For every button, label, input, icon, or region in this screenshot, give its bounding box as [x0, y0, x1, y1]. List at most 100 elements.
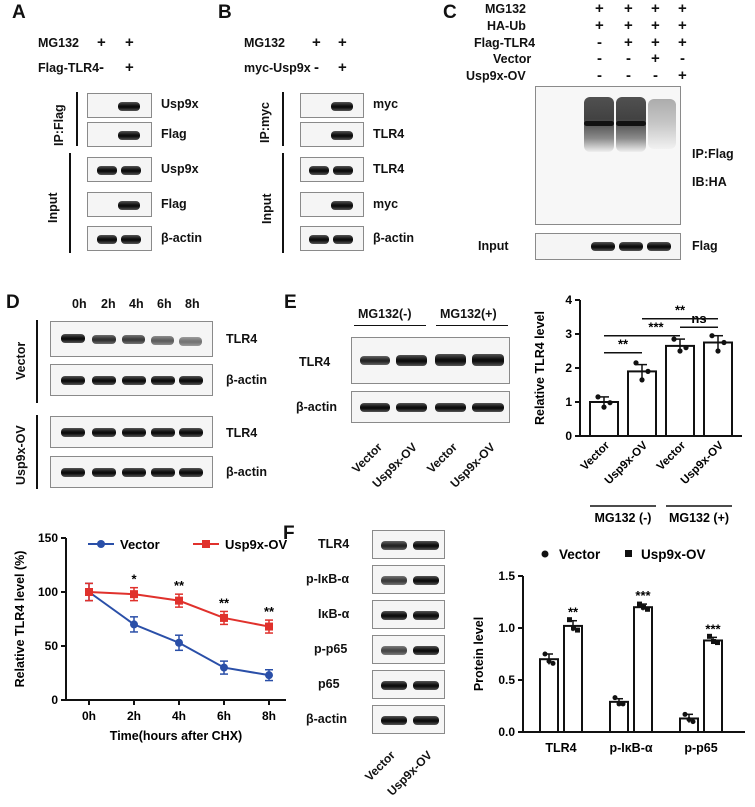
blot-label: Usp9x: [161, 97, 199, 111]
blot-strip: [300, 226, 364, 251]
bar: [703, 341, 733, 437]
x-tick-label: 6h: [217, 709, 231, 723]
y-axis-title: Relative TLR4 level: [533, 311, 547, 425]
data-point: [682, 711, 688, 717]
blot-strip: [50, 364, 213, 396]
legend-marker: [625, 550, 632, 557]
group-header: MG132(+): [440, 307, 497, 321]
significance-mark: ***: [635, 588, 651, 603]
blot-label: TLR4: [373, 162, 405, 176]
significance-mark: *: [131, 572, 137, 587]
significance-mark: **: [174, 578, 185, 593]
blot-strip: [372, 600, 445, 629]
blot-label: TLR4: [226, 332, 258, 346]
data-point: [639, 377, 645, 383]
blot-strip: [351, 391, 510, 423]
data-point: [641, 604, 646, 610]
blot-strip: [87, 122, 152, 147]
treatment-label: myc-Usp9x: [244, 61, 311, 75]
legend-marker: [541, 550, 549, 558]
panel-label-d: D: [6, 292, 20, 313]
y-tick-label: 1: [565, 395, 572, 409]
x-tick-label: TLR4: [545, 741, 576, 755]
significance-mark: **: [264, 604, 275, 619]
bar: [563, 624, 583, 733]
treatment-label: Vector: [493, 52, 532, 66]
data-point: [130, 590, 138, 599]
blot-strip: [50, 416, 213, 448]
blot-label: p-IκB-α: [306, 572, 350, 586]
blot-label: TLR4: [318, 537, 350, 551]
group-label: MG132 (+): [669, 511, 729, 525]
sign: -: [626, 50, 631, 67]
significance-mark: **: [675, 303, 686, 318]
sign: -: [653, 67, 658, 84]
blot-label: β-actin: [373, 231, 414, 245]
data-point: [715, 348, 721, 354]
data-point: [85, 588, 93, 596]
blot-strip: [50, 321, 213, 357]
blot-strip: [87, 192, 152, 217]
sign: +: [595, 17, 604, 34]
data-point: [715, 640, 720, 646]
data-point: [633, 360, 639, 366]
treatment-label: MG132: [38, 36, 79, 50]
x-tick-label: 0h: [82, 709, 96, 723]
data-point: [265, 622, 273, 631]
legend-label: Usp9x-OV: [225, 537, 287, 552]
blot-strip: [372, 670, 445, 699]
blot-strip: [87, 93, 152, 118]
group-underline: [436, 325, 508, 326]
blot-strip: [300, 192, 364, 217]
blot-label: myc: [373, 197, 399, 211]
y-tick-label: 0: [51, 693, 58, 707]
data-point: [571, 625, 576, 631]
data-point: [690, 719, 696, 725]
y-tick-label: 0.5: [498, 673, 515, 687]
blot-label: Usp9x: [161, 162, 199, 176]
blot-label: β-actin: [226, 373, 267, 387]
blot-strip: [535, 233, 681, 260]
line-chart-tlr4-decay: 0 50 100 150 0h 2h 4h 6h 8h Time(hours after CHX)…: [13, 531, 287, 743]
data-point: [721, 339, 727, 346]
sign: +: [125, 34, 134, 51]
x-tick-label: 4h: [172, 709, 186, 723]
ubiquitin-blot: [535, 86, 681, 225]
y-tick-label: 1.0: [498, 621, 515, 635]
bar: [703, 639, 723, 733]
data-point: [542, 651, 548, 657]
input-bracket: [69, 153, 71, 253]
data-point: [620, 701, 626, 707]
y-axis-title: Relative TLR4 level (%): [13, 551, 27, 688]
sign: +: [678, 34, 687, 51]
x-tick-label: Vector: [655, 439, 689, 473]
data-point: [707, 633, 712, 639]
sign: +: [624, 17, 633, 34]
data-point: [637, 601, 642, 607]
data-point: [686, 717, 692, 723]
treatment-label: Flag-TLR4: [38, 61, 100, 75]
sign: +: [338, 59, 347, 76]
data-point: [711, 639, 716, 645]
sign: +: [595, 0, 604, 17]
data-point: [645, 606, 650, 612]
input-label: Input: [46, 192, 60, 223]
y-tick-label: 4: [565, 293, 572, 307]
group-bracket: [36, 320, 38, 403]
blot-strip: [372, 530, 445, 559]
time-label: 4h: [129, 297, 144, 311]
data-point: [601, 404, 607, 410]
blot-strip: [372, 565, 445, 594]
data-point: [645, 368, 651, 374]
data-point: [175, 596, 183, 605]
time-label: 2h: [101, 297, 116, 311]
ip-label: IP:myc: [258, 102, 272, 143]
time-label: 0h: [72, 297, 87, 311]
treatment-label: MG132: [485, 2, 526, 16]
blot-strip: [87, 157, 152, 182]
data-point: [677, 348, 683, 354]
time-label: 6h: [157, 297, 172, 311]
blot-label: Flag: [161, 197, 187, 211]
bar: [665, 344, 695, 437]
blot-strip: [351, 337, 510, 384]
